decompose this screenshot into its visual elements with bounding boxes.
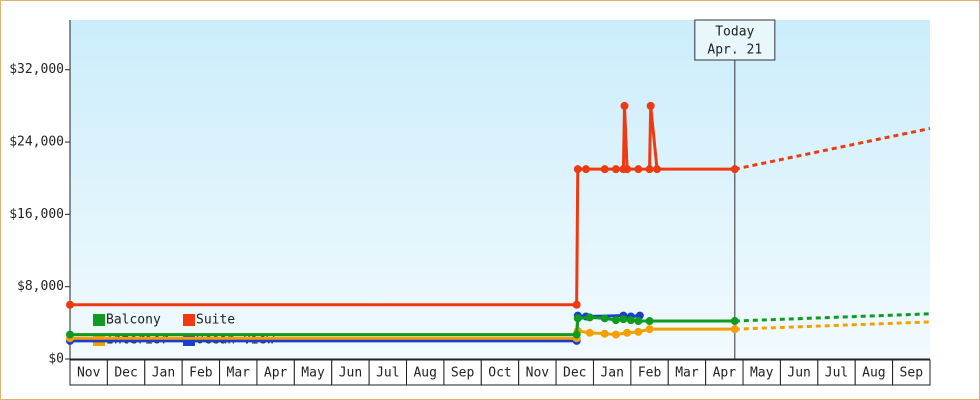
point: [646, 101, 655, 110]
point: [653, 165, 662, 174]
month-cell: [293, 359, 333, 386]
point: [620, 101, 629, 110]
forecast-line: [734, 127, 931, 171]
point: [66, 300, 74, 309]
point: [730, 317, 739, 326]
x-tick-label: Jul: [376, 366, 399, 381]
today-label: Today: [715, 25, 754, 40]
today-box: [694, 19, 776, 61]
month-cell: [443, 359, 482, 386]
x-tick-label: May: [301, 366, 325, 381]
x-tick-label: Sep: [451, 366, 475, 381]
x-tick-label: Apr: [264, 366, 288, 381]
point: [634, 165, 643, 174]
month-cell: [331, 359, 370, 386]
y-tick-label: $8,000: [17, 279, 64, 294]
point: [572, 300, 581, 309]
point: [582, 165, 590, 174]
forecast-line: [734, 320, 931, 331]
x-tick-label: Jan: [152, 366, 175, 381]
y-tick-label: $32,000: [9, 62, 64, 77]
x-tick-label: Aug: [862, 366, 885, 381]
x-tick-label: Apr: [713, 366, 737, 381]
point: [600, 165, 609, 174]
month-cell: [406, 359, 445, 386]
x-tick-label: Aug: [413, 366, 436, 381]
x-tick-label: Dec: [563, 366, 586, 381]
point: [730, 325, 739, 334]
point: [634, 327, 643, 336]
x-tick-label: Sep: [900, 366, 924, 381]
x-tick-label: Mar: [227, 366, 251, 381]
month-cell: [518, 359, 557, 386]
point: [623, 165, 632, 174]
point: [645, 325, 654, 334]
x-tick-label: Mar: [675, 366, 699, 381]
month-cell: [256, 359, 295, 386]
point: [585, 328, 594, 337]
point: [611, 330, 620, 339]
point: [600, 314, 609, 323]
point: [623, 328, 632, 337]
plot-area: [70, 20, 930, 359]
month-cell: [630, 359, 669, 386]
today-date: Apr. 21: [707, 43, 762, 58]
point: [611, 316, 620, 325]
point: [730, 165, 739, 174]
month-cell: [144, 359, 183, 386]
point: [600, 329, 609, 338]
x-tick-label: Jan: [600, 366, 623, 381]
point: [645, 165, 654, 174]
x-tick-label: Nov: [526, 366, 550, 381]
x-tick-label: Jun: [787, 366, 810, 381]
y-tick-label: $16,000: [9, 207, 64, 222]
month-cell: [892, 359, 931, 386]
x-tick-label: Nov: [77, 366, 101, 381]
point: [634, 317, 643, 326]
legend-label: Suite: [196, 313, 235, 328]
forecast-line: [734, 312, 931, 323]
y-tick-label: $24,000: [9, 135, 64, 150]
x-tick-label: Feb: [189, 366, 213, 381]
month-cell: [854, 359, 894, 386]
x-tick-label: Feb: [638, 366, 662, 381]
y-tick-label: $0: [48, 352, 64, 367]
point: [585, 313, 594, 322]
point: [66, 330, 74, 339]
month-cell: [368, 359, 408, 386]
x-tick-label: Oct: [488, 366, 511, 381]
x-tick-label: May: [750, 366, 774, 381]
point: [619, 315, 628, 324]
legend-label: Balcony: [106, 313, 161, 328]
x-tick-label: Jun: [339, 366, 362, 381]
point: [611, 165, 620, 174]
legend-swatch: [93, 314, 105, 326]
point: [573, 314, 582, 323]
month-cell: [181, 359, 221, 386]
x-tick-label: Dec: [114, 366, 137, 381]
point: [573, 165, 582, 174]
x-tick-label: Jul: [825, 366, 848, 381]
month-cell: [480, 359, 520, 386]
legend-swatch: [183, 314, 195, 326]
point: [645, 317, 654, 326]
point: [572, 330, 581, 339]
point: [626, 316, 635, 325]
month-cell: [219, 359, 258, 386]
month-cell: [667, 359, 707, 386]
